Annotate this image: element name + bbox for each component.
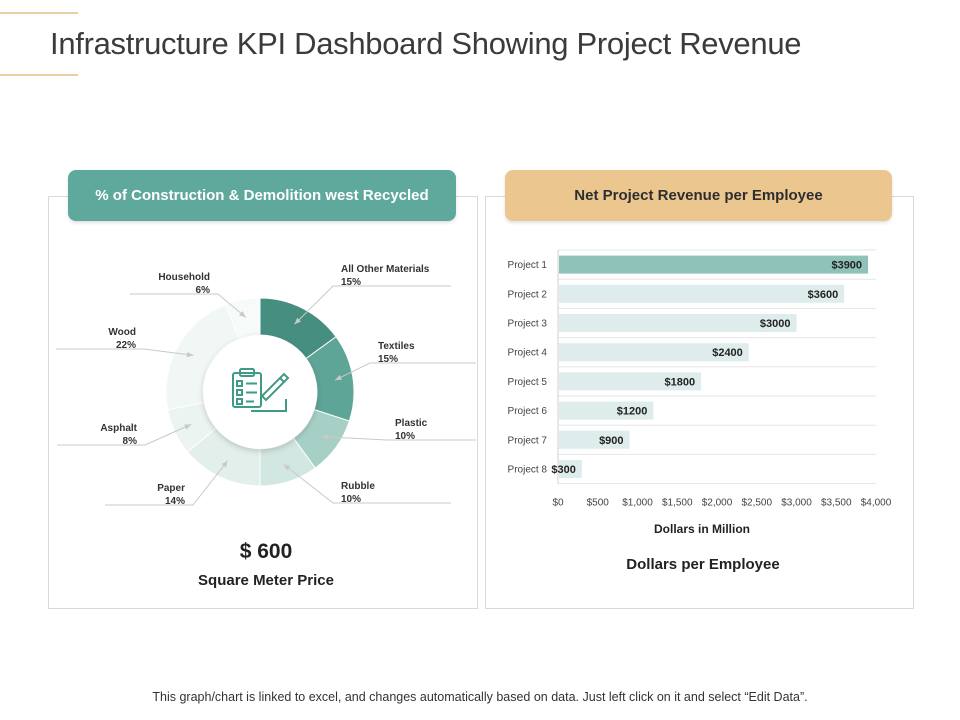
donut-label-all-other-materials: All Other Materials: [341, 264, 430, 275]
bar-x-tick-label: $0: [552, 498, 564, 509]
donut-label-paper: Paper: [157, 483, 185, 494]
donut-leader-household: [130, 293, 247, 318]
bar-data-label: $300: [551, 464, 575, 476]
bar-category-label: Project 5: [508, 377, 548, 388]
bar-project-8: [559, 460, 582, 478]
donut-leader-arrow-wood: [186, 351, 194, 358]
donut-label-asphalt: Asphalt: [100, 423, 137, 434]
bar-x-tick-label: $3,500: [821, 498, 852, 509]
donut-leader-arrow-asphalt: [184, 424, 192, 430]
donut-leader-textiles: [334, 362, 476, 381]
bar-data-label: $1800: [665, 376, 696, 388]
donut-value-paper: 14%: [165, 496, 185, 507]
bar-x-tick-label: $1,500: [662, 498, 693, 509]
donut-leader-arrow-household: [239, 311, 246, 318]
bar-project-4: [559, 343, 749, 362]
bar-project-7: [559, 430, 630, 449]
bar-project-1: [559, 255, 869, 274]
page-title: Infrastructure KPI Dashboard Showing Pro…: [50, 26, 802, 61]
donut-value-plastic: 10%: [395, 431, 415, 442]
clipboard-checklist-icon: [232, 368, 290, 412]
bar-project-2: [559, 284, 845, 303]
bar-x-tick-label: $2,000: [702, 498, 733, 509]
bar-project-5: [559, 372, 702, 391]
bar-project-6: [559, 401, 654, 420]
title-accent-line-bottom: [0, 74, 78, 76]
donut-label-wood: Wood: [108, 327, 136, 338]
bar-x-tick-label: $4,000: [861, 498, 892, 509]
donut-leader-arrow-paper: [221, 460, 228, 468]
bar-x-tick-label: $1,000: [622, 498, 653, 509]
donut-value-household: 6%: [196, 285, 211, 296]
bar-data-label: $900: [599, 435, 623, 447]
donut-label-household: Household: [158, 272, 210, 283]
donut-leader-arrow-plastic: [321, 434, 329, 440]
bar-category-label: Project 4: [508, 348, 548, 359]
donut-panel-header: % of Construction & Demolition west Recy…: [68, 170, 456, 221]
donut-label-rubble: Rubble: [341, 481, 375, 492]
bar-x-tick-label: $500: [587, 498, 610, 509]
bar-panel-header: Net Project Revenue per Employee: [505, 170, 892, 221]
square-meter-price-label: Square Meter Price: [198, 572, 334, 589]
donut-value-all-other-materials: 15%: [341, 277, 361, 288]
bar-category-label: Project 3: [508, 319, 548, 330]
bar-project-3: [559, 314, 797, 332]
bar-category-label: Project 6: [508, 406, 548, 417]
donut-leader-asphalt: [57, 423, 192, 446]
donut-chart: All Other Materials 15% Textiles 15% Plastic…: [56, 264, 476, 507]
donut-leader-all-other-materials: [294, 285, 451, 325]
donut-leader-arrow-all-other-materials: [294, 317, 301, 325]
donut-label-textiles: Textiles: [378, 341, 415, 352]
donut-value-textiles: 15%: [378, 354, 398, 365]
title-accent-line-top: [0, 12, 78, 14]
bar-x-tick-label: $3,000: [781, 498, 812, 509]
bar-category-label: Project 1: [508, 260, 548, 271]
bar-category-label: Project 8: [508, 465, 548, 476]
donut-value-rubble: 10%: [341, 494, 361, 505]
footer-note: This graph/chart is linked to excel, and…: [152, 690, 808, 704]
bar-data-label: $3000: [760, 318, 791, 330]
square-meter-price-value: $ 600: [239, 540, 293, 563]
bar-chart: Project 1 Project 2 Project 3 Project 4 Proj…: [508, 249, 892, 536]
donut-value-asphalt: 8%: [123, 436, 138, 447]
bar-data-label: $1200: [617, 406, 648, 418]
bar-data-label: $2400: [712, 347, 743, 359]
donut-leader-arrow-rubble: [283, 464, 291, 471]
donut-leader-rubble: [283, 463, 451, 504]
donut-leader-arrow-textiles: [335, 374, 343, 381]
bar-category-label: Project 2: [508, 289, 548, 300]
donut-label-plastic: Plastic: [395, 418, 428, 429]
dollars-per-employee-label: Dollars per Employee: [626, 556, 780, 573]
bar-x-tick-label: $2,500: [741, 498, 772, 509]
bar-category-label: Project 7: [508, 435, 548, 446]
donut-value-wood: 22%: [116, 340, 136, 351]
bar-data-label: $3900: [831, 260, 862, 272]
bar-x-axis-title: Dollars in Million: [654, 522, 750, 536]
bar-data-label: $3600: [808, 289, 839, 301]
donut-leader-paper: [105, 460, 229, 506]
donut-leader-wood: [56, 348, 194, 356]
donut-leader-plastic: [321, 436, 476, 441]
